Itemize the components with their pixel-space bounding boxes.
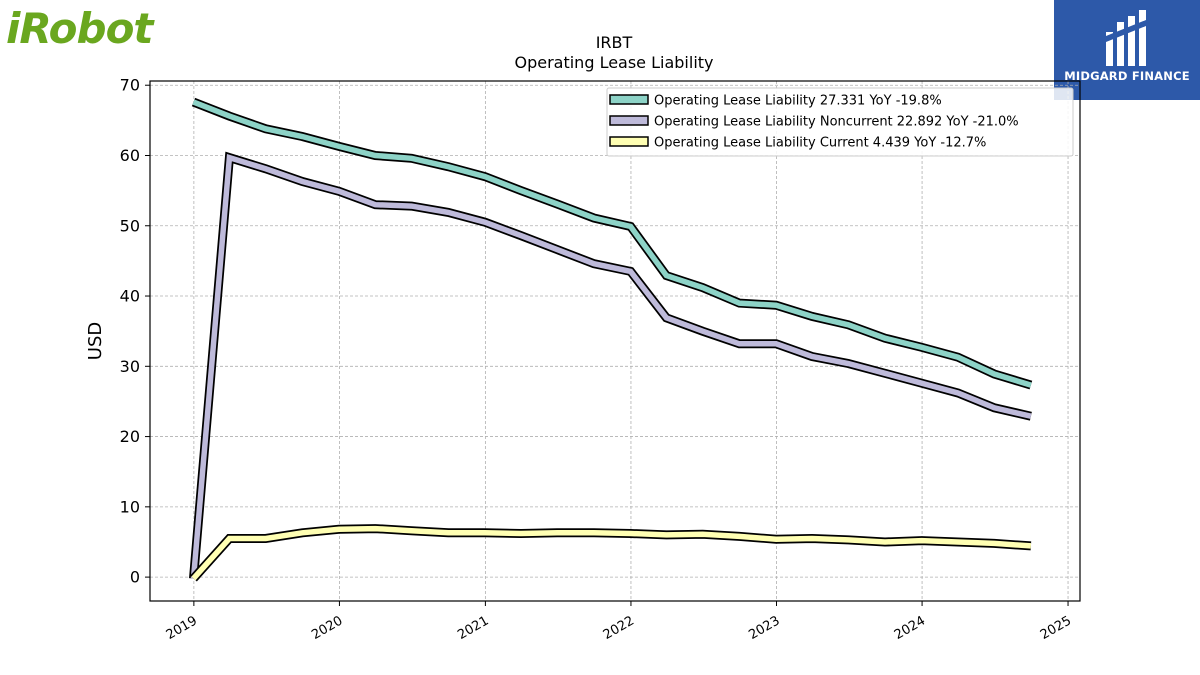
y-tick-label: 30	[120, 357, 140, 376]
midgard-finance-logo: MIDGARD FINANCE	[1054, 0, 1200, 100]
y-tick-label: 20	[120, 427, 140, 446]
series-line-2	[190, 153, 1032, 579]
series-outline-3	[190, 524, 1032, 582]
legend-box	[606, 87, 1074, 157]
x-tick-label: 2020	[309, 613, 345, 643]
midgard-mark-icon	[1106, 10, 1146, 66]
legend-swatch-2	[609, 115, 649, 126]
x-tick-label: 2021	[455, 613, 491, 643]
legend: Operating Lease Liability 27.331 YoY -19…	[606, 87, 1074, 157]
y-tick-label: 40	[120, 287, 140, 306]
legend-entry-1: Operating Lease Liability 27.331 YoY -19…	[654, 94, 942, 109]
x-tick-label: 2022	[601, 613, 637, 643]
legend-swatch-1	[609, 94, 649, 105]
x-tick-label: 2019	[164, 613, 200, 643]
series-layer	[189, 97, 1033, 582]
x-tick-label: 2025	[1038, 613, 1074, 643]
legend-swatch-3	[609, 136, 649, 147]
chart-title: IRBT	[596, 33, 633, 52]
x-tick-label: 2023	[746, 613, 782, 643]
y-tick-label: 50	[120, 216, 140, 235]
series-line-3	[191, 525, 1032, 581]
y-tick-label: 10	[120, 497, 140, 516]
legend-entry-2: Operating Lease Liability Noncurrent 22.…	[654, 115, 1019, 130]
midgard-finance-label: MIDGARD FINANCE	[1064, 69, 1190, 83]
y-tick-label: 70	[120, 76, 140, 95]
y-tick-label: 0	[130, 568, 140, 587]
x-tick-label: 2024	[892, 613, 928, 643]
legend-entry-3: Operating Lease Liability Current 4.439 …	[654, 136, 986, 151]
x-axis: 2019 2020 2021 2022 2023 2024 2025	[164, 601, 1074, 643]
y-axis: 0 10 20 30 40 50 60 70	[120, 76, 150, 587]
plot-frame	[149, 80, 1081, 602]
series-line-1	[192, 99, 1032, 388]
y-tick-label: 60	[120, 146, 140, 165]
y-axis-label: USD	[85, 322, 106, 360]
grid	[150, 81, 1080, 601]
irobot-logo: iRobot	[6, 4, 153, 53]
chart-subtitle: Operating Lease Liability	[514, 53, 713, 72]
